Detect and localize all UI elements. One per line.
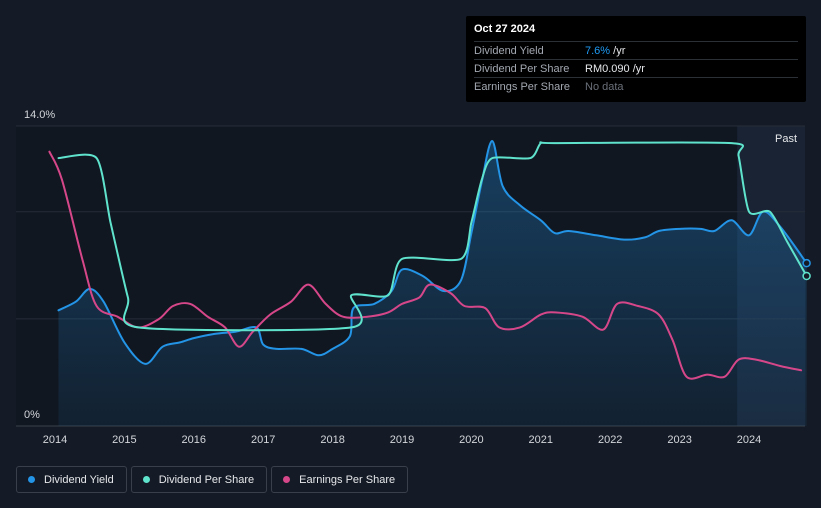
tooltip-value-wrap: RM0.090 /yr — [585, 63, 645, 75]
legend-label: Dividend Per Share — [158, 473, 255, 486]
dividend-per-share-line — [57, 141, 808, 332]
x-tick-label: 2015 — [112, 434, 136, 446]
x-tick-label: 2016 — [182, 434, 206, 446]
y-axis-max-label: 14.0% — [24, 109, 55, 121]
legend-earnings-per-share[interactable]: Earnings Per Share — [271, 466, 409, 493]
dividend-yield-area — [58, 140, 807, 426]
series-lines — [48, 139, 808, 380]
past-label: Past — [775, 133, 797, 145]
legend-label: Earnings Per Share — [299, 473, 396, 486]
tooltip-label: Dividend Yield — [474, 44, 544, 57]
dividend-yield-line — [57, 139, 808, 365]
legend-dividend-yield[interactable]: Dividend Yield — [16, 466, 127, 493]
dividend-yield-dot-icon — [28, 476, 35, 483]
x-tick-label: 2022 — [598, 434, 622, 446]
x-tick-label: 2024 — [737, 434, 761, 446]
x-tick-label: 2023 — [667, 434, 691, 446]
earnings-per-share-line — [48, 150, 803, 380]
x-tick-label: 2018 — [320, 434, 344, 446]
tooltip-row-dividend-per-share: Dividend Per Share RM0.090 /yr — [474, 59, 798, 77]
legend-dividend-per-share[interactable]: Dividend Per Share — [130, 466, 268, 493]
tooltip-label: Dividend Per Share — [474, 62, 570, 75]
y-axis-min-label: 0% — [24, 409, 40, 421]
dividend-per-share-dot-icon — [142, 476, 150, 483]
tooltip-date: Oct 27 2024 — [474, 23, 536, 35]
chart-legend: Dividend Yield Dividend Per Share Earnin… — [16, 466, 409, 493]
x-tick-label: 2021 — [529, 434, 553, 446]
x-tick-label: 2017 — [251, 434, 275, 446]
tooltip-row-earnings-per-share: Earnings Per Share No data — [474, 77, 798, 95]
tooltip-label: Earnings Per Share — [474, 80, 570, 93]
tooltip-unit: /yr — [610, 44, 626, 57]
earnings-per-share-dot-icon — [283, 476, 291, 483]
x-tick-label: 2014 — [43, 434, 67, 446]
x-axis-labels: 2014 2015 2016 2017 2018 2019 2020 2021 2022 2023… — [43, 434, 761, 446]
series-end-markers — [802, 258, 811, 281]
tooltip-value-wrap: 7.6% /yr — [585, 45, 625, 57]
chart-tooltip: Oct 27 2024 Dividend Yield 7.6% /yr Divi… — [466, 16, 806, 102]
x-tick-label: 2020 — [459, 434, 483, 446]
tooltip-value: No data — [585, 80, 624, 93]
dividend-yield-end-point — [802, 258, 811, 268]
tooltip-unit: /yr — [629, 62, 645, 75]
tooltip-value: RM0.090 — [585, 62, 630, 75]
tooltip-value: 7.6% — [585, 44, 611, 57]
dividend-per-share-end-point — [802, 271, 811, 281]
x-tick-label: 2019 — [390, 434, 414, 446]
tooltip-row-dividend-yield: Dividend Yield 7.6% /yr — [474, 41, 798, 59]
legend-label: Dividend Yield — [44, 473, 114, 486]
